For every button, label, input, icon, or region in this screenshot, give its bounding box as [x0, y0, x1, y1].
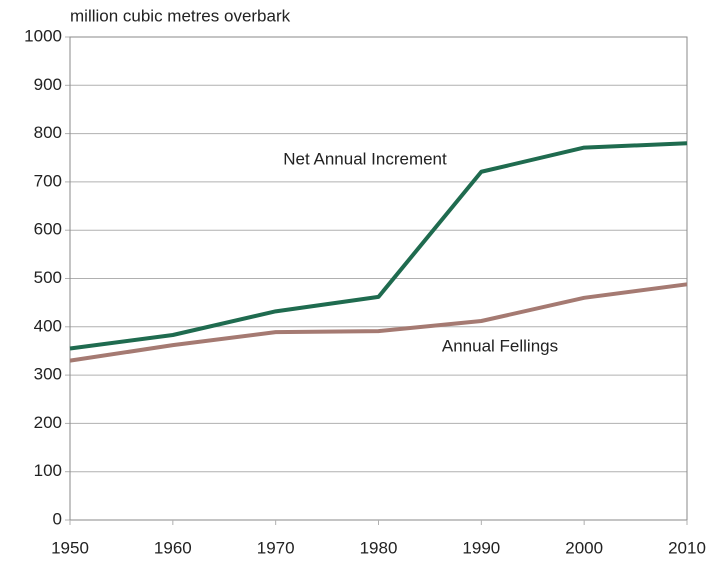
y-tick-label: 600: [34, 220, 62, 239]
y-tick-label: 700: [34, 171, 62, 190]
series-line: [69, 282, 688, 363]
x-tick-label: 2010: [668, 538, 706, 557]
x-tick-label: 2000: [565, 538, 603, 557]
x-tick-label: 1960: [154, 538, 192, 557]
series-label: Annual Fellings: [442, 336, 558, 355]
y-tick-label: 400: [34, 316, 62, 335]
y-tick-label: 1000: [24, 26, 62, 45]
y-tick-label: 800: [34, 123, 62, 142]
y-tick-label: 900: [34, 75, 62, 94]
y-tick-label: 500: [34, 268, 62, 287]
y-axis-label: million cubic metres overbark: [70, 6, 291, 25]
y-tick-label: 100: [34, 461, 62, 480]
x-tick-label: 1970: [257, 538, 295, 557]
x-tick-label: 1950: [51, 538, 89, 557]
y-tick-label: 200: [34, 413, 62, 432]
x-tick-label: 1990: [462, 538, 500, 557]
y-tick-label: 0: [53, 509, 62, 528]
x-tick-label: 1980: [360, 538, 398, 557]
series-line: [69, 141, 688, 351]
series-label: Net Annual Increment: [283, 149, 447, 168]
y-tick-label: 300: [34, 365, 62, 384]
